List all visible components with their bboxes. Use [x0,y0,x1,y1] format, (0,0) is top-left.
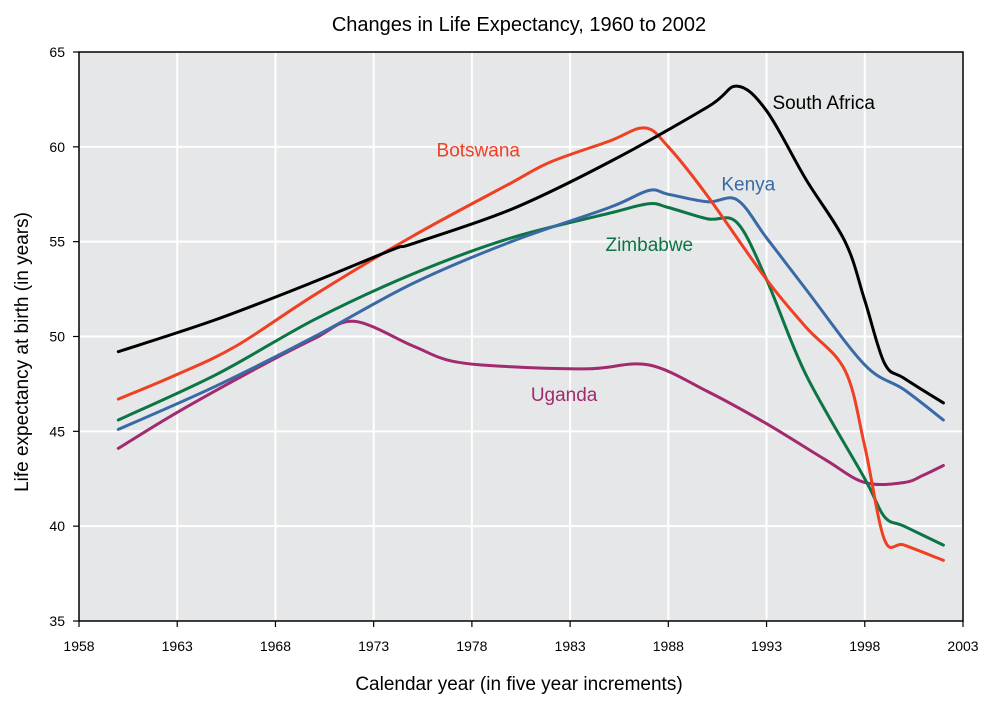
y-axis-ticks: 35 40 45 50 55 60 65 [49,44,79,629]
x-tick-label: 1963 [162,638,193,654]
series-layer [116,84,945,562]
x-axis-label: Calendar year (in five year increments) [355,674,682,695]
y-tick-label: 45 [49,423,65,439]
y-tick-label: 40 [49,518,65,534]
x-tick-label: 1978 [456,638,487,654]
y-tick-label: 60 [49,139,65,155]
y-tick-label: 55 [49,234,65,250]
x-tick-label: 1968 [260,638,291,654]
x-tick-label: 1998 [849,638,880,654]
series-label-south-africa: South Africa [772,93,875,114]
x-tick-label: 1993 [751,638,782,654]
series-label-zimbabwe: Zimbabwe [605,235,693,256]
y-tick-label: 65 [49,44,65,60]
x-tick-label: 2003 [947,638,978,654]
x-axis-ticks: 1958 1963 1968 1973 1978 1983 1988 1993 1998 2003 [63,621,979,654]
series-line-botswana [116,126,945,562]
y-tick-label: 50 [49,329,65,345]
series-labels: South Africa Botswana Kenya Zimbabwe Uganda [437,93,876,406]
series-label-uganda: Uganda [531,385,598,406]
series-label-kenya: Kenya [721,174,775,195]
x-tick-label: 1958 [63,638,94,654]
chart-title: Changes in Life Expectancy, 1960 to 2002 [332,14,706,36]
series-label-botswana: Botswana [437,140,521,161]
x-tick-label: 1973 [358,638,389,654]
x-tick-label: 1988 [653,638,684,654]
y-tick-label: 35 [49,613,65,629]
series-line-south-africa [116,84,945,405]
series-line-kenya [116,188,945,431]
x-tick-label: 1983 [555,638,586,654]
series-line-zimbabwe [116,202,945,547]
y-axis-label: Life expectancy at birth (in years) [12,212,33,492]
